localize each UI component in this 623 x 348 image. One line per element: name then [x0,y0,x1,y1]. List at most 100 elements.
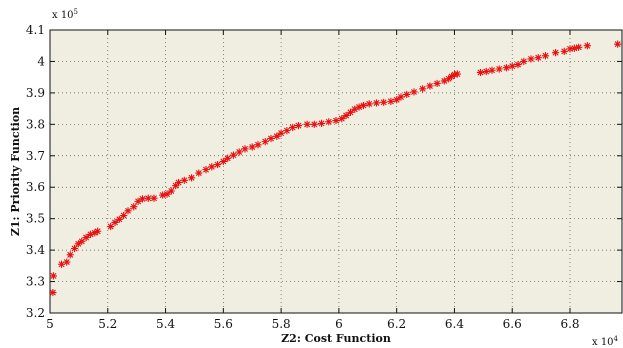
x-tick-label: 6 [335,317,343,331]
data-point [167,187,175,195]
x-tick-label: 6.8 [560,317,579,331]
y-axis-multiplier: x 105 [52,8,78,21]
data-point [277,129,285,137]
data-point [346,108,355,116]
data-points [49,40,622,297]
x-axis-label: Z2: Cost Function [281,332,391,345]
data-point [159,191,167,199]
data-point [614,40,622,48]
y-tick-label: 4.1 [26,23,45,37]
data-point [74,240,82,248]
data-point [150,194,158,202]
data-point [482,67,490,76]
data-point [342,111,350,120]
y-tick-label: 3.2 [26,306,45,320]
data-point [403,90,411,99]
data-point [440,77,448,85]
data-point [365,100,373,108]
data-point [115,215,123,223]
data-point [82,233,90,242]
data-point [144,194,152,202]
data-point [107,222,115,231]
data-point [130,203,138,211]
data-point [570,44,578,52]
data-point [172,182,180,190]
data-point [495,65,503,73]
data-point [124,207,132,215]
data-point [551,49,560,57]
data-point [433,79,441,88]
data-point [453,70,461,78]
data-point [520,57,528,66]
data-point [338,115,346,123]
data-point [163,190,171,198]
data-point [325,118,333,126]
data-point [294,121,303,130]
y-tick-label: 3.7 [26,149,45,163]
y-tick-label: 3.9 [26,86,45,100]
data-point [174,178,183,187]
data-point [57,260,66,268]
y-tick-label: 3.5 [26,212,45,226]
data-point [351,105,359,113]
data-point [248,143,256,151]
data-point [541,52,550,60]
data-point [208,163,216,171]
plot-frame [49,29,623,314]
data-point [241,145,249,153]
data-point [527,55,535,63]
data-point [410,88,418,96]
data-point [63,258,71,266]
data-point [289,123,297,132]
data-point [488,66,496,74]
data-point [560,47,568,55]
data-point [303,120,311,128]
data-point [332,116,340,125]
data-point [49,272,58,280]
data-point [476,68,485,77]
x-tick-label: 6.6 [503,317,522,331]
data-point [49,288,57,297]
x-tick-label: 5.4 [156,317,175,331]
data-point [267,134,275,143]
data-point [583,42,591,50]
data-point [138,195,147,203]
data-point [372,99,381,107]
data-point [235,148,243,156]
data-point [397,93,405,101]
y-axis-label: Z1: Priority Function [9,107,22,236]
data-point [261,138,269,146]
data-point [224,154,232,162]
plot-area [50,30,622,313]
x-tick-label: 5.2 [98,317,117,331]
data-point [566,45,574,53]
data-point [254,141,262,149]
data-point [134,197,142,205]
data-point [66,251,74,259]
data-point [195,169,203,177]
data-point [575,43,583,51]
data-point [180,176,188,184]
data-point [355,103,363,111]
data-point [393,96,401,104]
x-tick-label: 6.2 [387,317,406,331]
x-axis-multiplier: x 104 [592,335,619,348]
data-point [94,227,102,235]
data-point [86,230,95,238]
x-tick-label: 6.4 [445,317,464,331]
data-point [91,229,99,237]
data-point [426,82,434,90]
data-point [219,157,227,166]
data-point [229,151,238,159]
data-point [508,62,516,70]
y-tick-label: 3.4 [26,243,45,257]
y-tick-label: 3.3 [26,275,45,289]
data-point [310,120,318,128]
x-tick-label: 5 [46,317,54,331]
y-tick-label: 3.6 [26,180,45,194]
x-tick-label: 5.6 [214,317,233,331]
axis-ticks: 5 5.2 5.4 5.6 5.8 6 6.2 6.4 6.6 6.8 3.2 3.3 3.4 3.5 3.… [26,23,622,331]
data-point [450,71,459,79]
data-point [213,160,222,169]
